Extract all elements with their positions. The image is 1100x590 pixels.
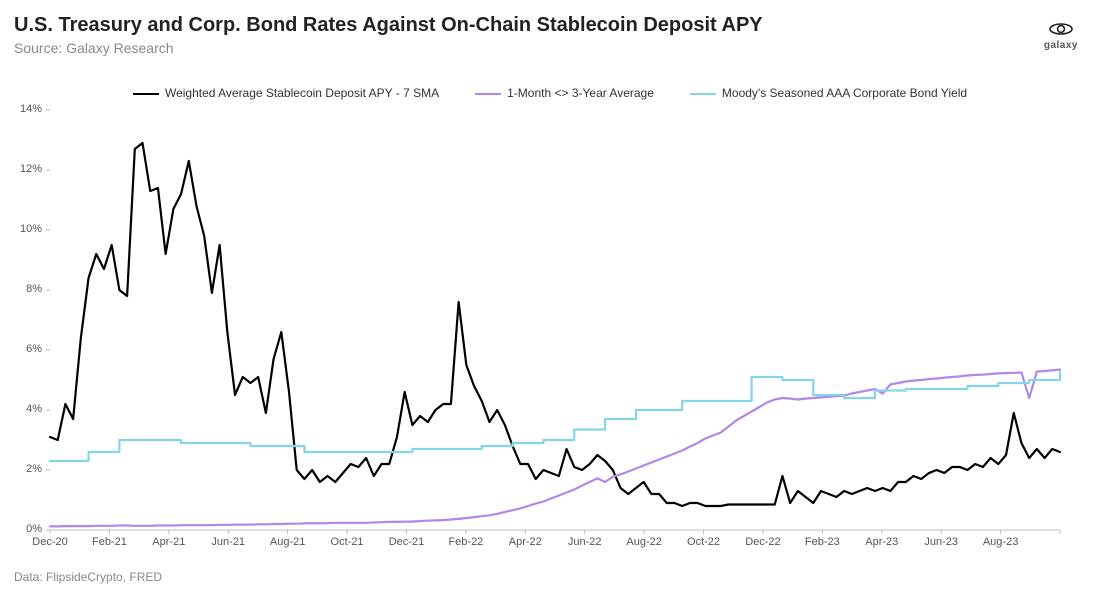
legend-swatch — [690, 93, 716, 95]
series-apy — [50, 143, 1060, 506]
chart-plot-area — [50, 110, 1060, 530]
x-axis-tick-label: Feb-22 — [448, 536, 483, 548]
chart-svg — [50, 110, 1060, 556]
footer-data-source: Data: FlipsideCrypto, FRED — [14, 570, 162, 584]
y-axis-tick-label: 10% — [6, 223, 42, 235]
x-axis-tick-label: Jun-22 — [568, 536, 602, 548]
x-axis-tick-label: Feb-23 — [805, 536, 840, 548]
legend-label: Weighted Average Stablecoin Deposit APY … — [165, 86, 439, 100]
x-axis-tick-label: Apr-23 — [865, 536, 898, 548]
brand-label: galaxy — [1044, 40, 1078, 51]
legend-label: Moody's Seasoned AAA Corporate Bond Yiel… — [722, 86, 967, 100]
galaxy-icon — [1048, 20, 1074, 38]
y-axis-tick-label: 6% — [6, 343, 42, 355]
x-axis-tick-label: Dec-22 — [745, 536, 780, 548]
x-axis-tick-label: Aug-23 — [983, 536, 1018, 548]
x-axis-tick-label: Apr-22 — [509, 536, 542, 548]
x-axis-tick-label: Oct-22 — [687, 536, 720, 548]
y-axis-tick-label: 4% — [6, 403, 42, 415]
legend-swatch — [475, 93, 501, 95]
series-moody — [50, 371, 1060, 461]
x-axis-tick-label: Aug-21 — [270, 536, 305, 548]
y-axis-tick-label: 0% — [6, 523, 42, 535]
chart-legend: Weighted Average Stablecoin Deposit APY … — [0, 86, 1100, 100]
legend-swatch — [133, 93, 159, 95]
x-axis-tick-label: Aug-22 — [626, 536, 661, 548]
x-axis-tick-label: Dec-20 — [32, 536, 67, 548]
x-axis-tick-label: Jun-23 — [924, 536, 958, 548]
x-axis-tick-label: Feb-21 — [92, 536, 127, 548]
brand-logo: galaxy — [1044, 20, 1078, 51]
page-title: U.S. Treasury and Corp. Bond Rates Again… — [14, 14, 763, 37]
page-subtitle: Source: Galaxy Research — [14, 40, 174, 56]
y-axis-tick-label: 2% — [6, 463, 42, 475]
chart-container: U.S. Treasury and Corp. Bond Rates Again… — [0, 0, 1100, 590]
legend-item-moody: Moody's Seasoned AAA Corporate Bond Yiel… — [690, 86, 967, 100]
y-axis-tick-label: 14% — [6, 103, 42, 115]
x-axis-tick-label: Dec-21 — [389, 536, 424, 548]
y-axis-tick-label: 12% — [6, 163, 42, 175]
x-axis-tick-label: Oct-21 — [331, 536, 364, 548]
legend-item-treasury: 1-Month <> 3-Year Average — [475, 86, 654, 100]
y-axis-tick-label: 8% — [6, 283, 42, 295]
x-axis-tick-label: Apr-21 — [152, 536, 185, 548]
legend-item-apy: Weighted Average Stablecoin Deposit APY … — [133, 86, 439, 100]
legend-label: 1-Month <> 3-Year Average — [507, 86, 654, 100]
series-treasury — [50, 370, 1060, 527]
x-axis-tick-label: Jun-21 — [211, 536, 245, 548]
